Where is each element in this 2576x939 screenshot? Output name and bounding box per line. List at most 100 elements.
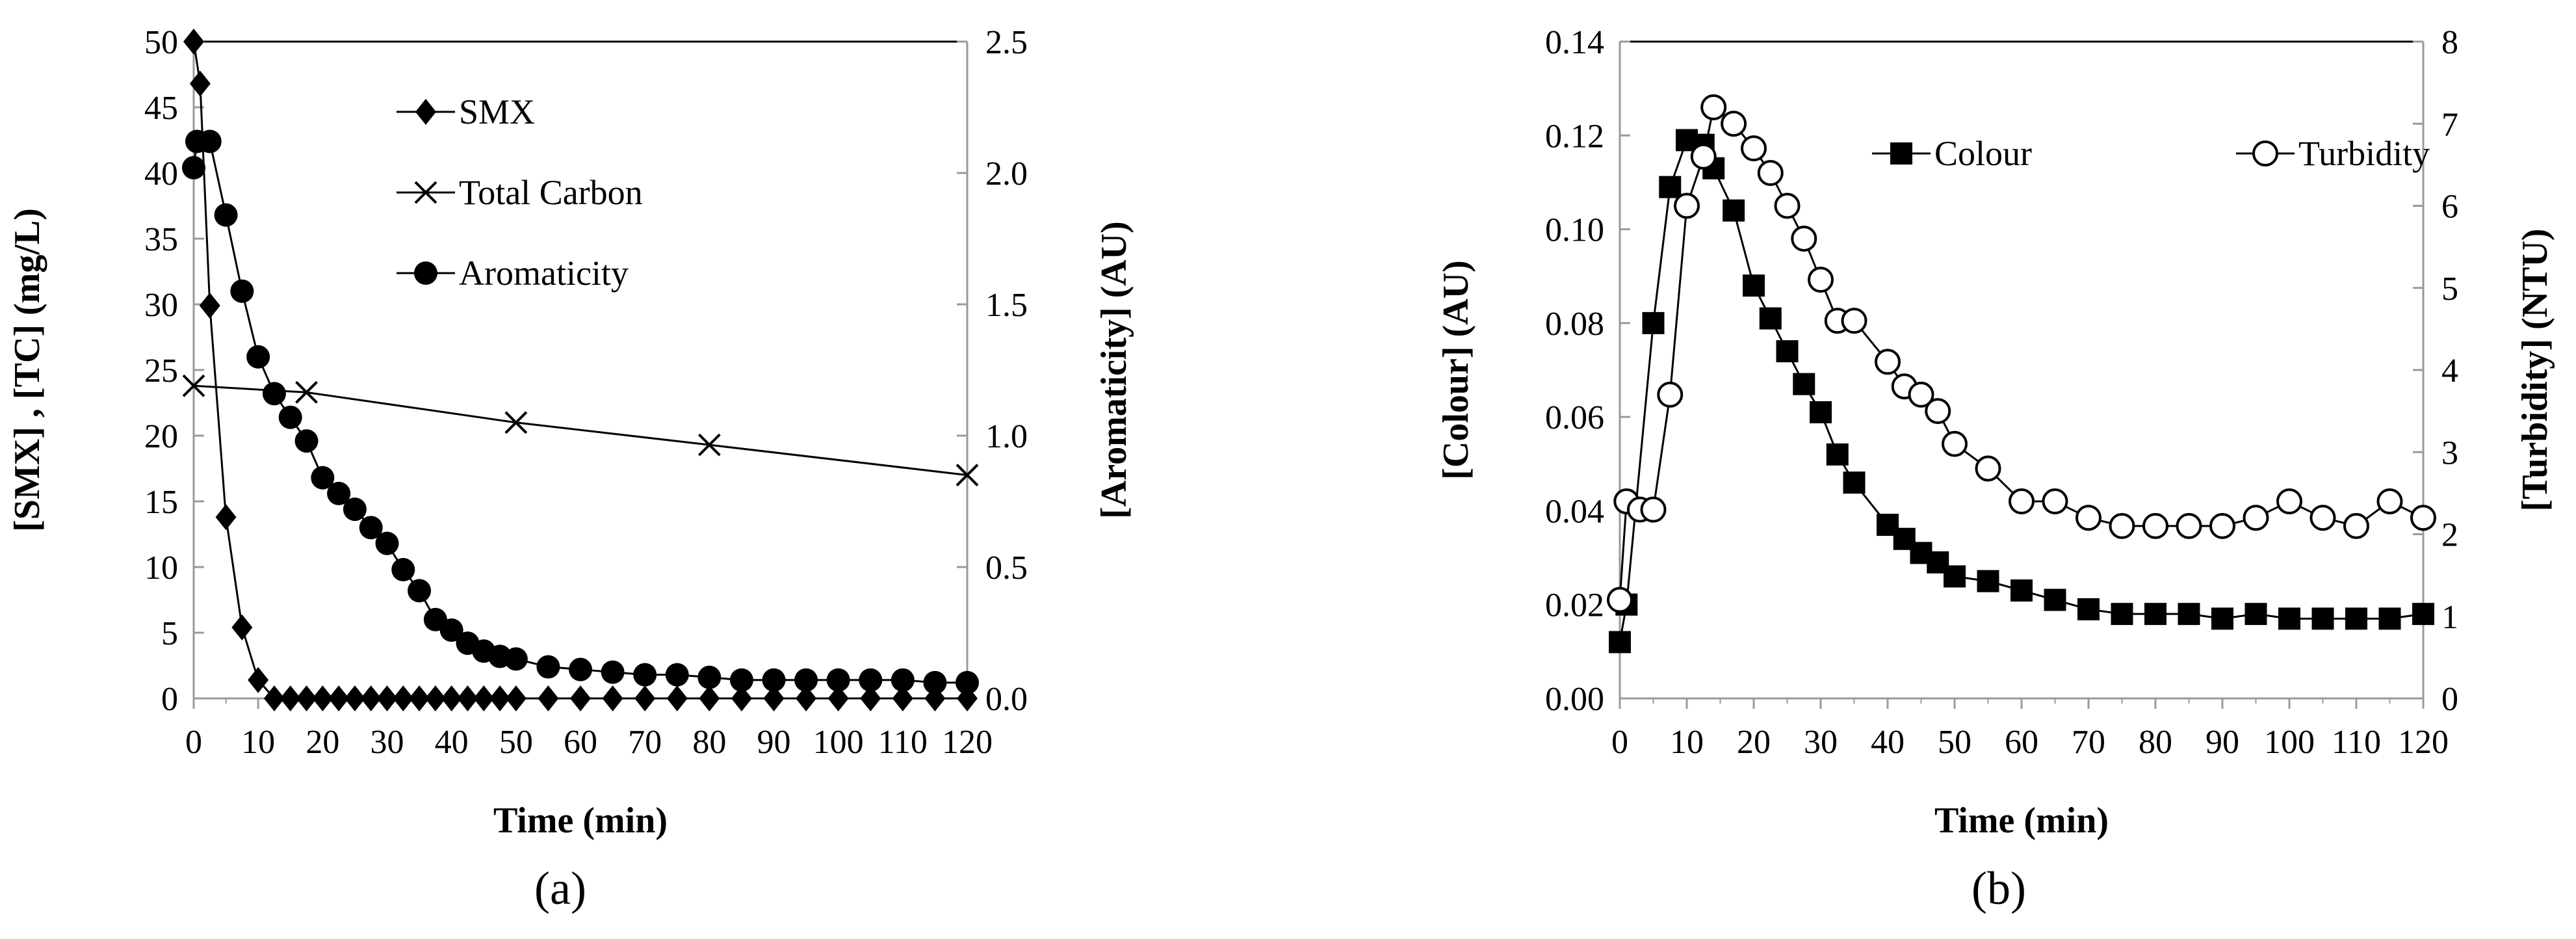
data-point: [666, 685, 688, 711]
data-point: [1875, 349, 1901, 375]
data-point: [762, 668, 786, 692]
x-tick-label: 0: [185, 724, 202, 761]
data-point: [2077, 598, 2100, 620]
data-point: [182, 155, 205, 179]
data-point: [2209, 512, 2235, 539]
data-point: [2345, 607, 2367, 630]
data-point: [1944, 565, 1966, 588]
data-point: [280, 685, 301, 711]
data-point: [489, 685, 511, 711]
x-tick-label: 70: [628, 724, 662, 761]
legend-marker: [415, 99, 436, 125]
data-point: [569, 657, 592, 681]
data-point: [729, 668, 753, 692]
data-point: [2211, 607, 2233, 630]
x-tick-label: 90: [757, 724, 791, 761]
data-point: [296, 685, 317, 711]
data-point: [262, 382, 286, 406]
x-tick-label: 100: [813, 724, 864, 761]
y-tick-label: 0.12: [1545, 118, 1604, 155]
data-point: [1942, 430, 1968, 457]
data-point: [2042, 488, 2068, 514]
data-point: [923, 670, 947, 694]
series-line: [192, 41, 967, 700]
data-point: [1977, 570, 1999, 592]
data-point: [891, 668, 915, 692]
x-tick-label: 110: [878, 724, 928, 761]
data-point: [198, 129, 222, 153]
legend-marker: [414, 261, 437, 285]
y2-tick-label: 4: [2441, 352, 2458, 390]
data-point: [1723, 199, 1745, 222]
data-point: [327, 481, 351, 505]
data-point: [2010, 579, 2033, 602]
y2-tick-label: 6: [2441, 189, 2458, 226]
x-tick-label: 60: [564, 724, 597, 761]
data-point: [439, 618, 463, 642]
data-point: [892, 685, 913, 711]
legend-entry: SMX: [397, 92, 535, 131]
data-point: [1774, 192, 1801, 219]
data-point: [473, 685, 495, 711]
y2-tick-label: 1: [2441, 599, 2458, 636]
data-point: [1690, 143, 1717, 170]
y-tick-label: 20: [144, 418, 178, 455]
y-tick-label: 45: [144, 90, 178, 127]
data-point: [2111, 603, 2133, 626]
y2-tick-label: 1.0: [985, 418, 1028, 455]
data-point: [601, 660, 625, 684]
data-point: [2243, 505, 2269, 531]
data-point: [2276, 488, 2302, 514]
x-tick-label: 80: [692, 724, 726, 761]
data-point: [214, 203, 238, 227]
data-point: [246, 345, 270, 369]
data-point: [215, 504, 237, 531]
data-point: [263, 685, 285, 711]
panel-label: (b): [1971, 862, 2026, 914]
series-turbidity: [1607, 94, 2436, 613]
y-tick-label: 0.14: [1545, 24, 1604, 61]
data-point: [376, 685, 398, 711]
data-point: [505, 685, 527, 711]
data-point: [859, 668, 883, 692]
data-point: [408, 579, 432, 603]
y2-tick-label: 2.0: [985, 155, 1028, 192]
data-point: [826, 668, 850, 692]
data-point: [827, 685, 849, 711]
series-smx: [183, 29, 978, 711]
data-point: [199, 293, 220, 319]
x-tick-label: 0: [1611, 724, 1628, 761]
data-point: [1793, 373, 1815, 395]
panel-label: (a): [534, 862, 586, 914]
data-point: [697, 433, 721, 456]
data-point: [1843, 471, 1866, 494]
data-point: [697, 665, 722, 689]
data-point: [2410, 505, 2436, 531]
x-tick-label: 10: [1670, 724, 1704, 761]
y2-tick-label: 2: [2441, 517, 2458, 554]
series-line: [1619, 105, 2424, 600]
data-point: [393, 685, 414, 711]
legend-label: Total Carbon: [459, 173, 643, 212]
y2-tick-label: 7: [2441, 106, 2458, 143]
y-tick-label: 35: [144, 221, 178, 258]
data-point: [860, 685, 881, 711]
data-point: [2412, 603, 2434, 626]
x-tick-label: 110: [2332, 724, 2381, 761]
data-point: [1640, 496, 1667, 523]
data-point: [1659, 176, 1682, 198]
data-point: [1607, 587, 1633, 613]
data-point: [328, 685, 350, 711]
data-point: [665, 663, 689, 687]
data-point: [570, 685, 591, 711]
data-point: [1642, 311, 1665, 334]
data-point: [1808, 267, 1834, 293]
series-line: [192, 140, 967, 684]
x-tick-label: 50: [1938, 724, 1971, 761]
legend-marker: [2252, 140, 2278, 166]
data-point: [699, 685, 720, 711]
data-point: [312, 685, 333, 711]
x-tick-label: 120: [942, 724, 993, 761]
legend-entry: Turbidity: [2236, 134, 2430, 173]
data-point: [360, 685, 382, 711]
